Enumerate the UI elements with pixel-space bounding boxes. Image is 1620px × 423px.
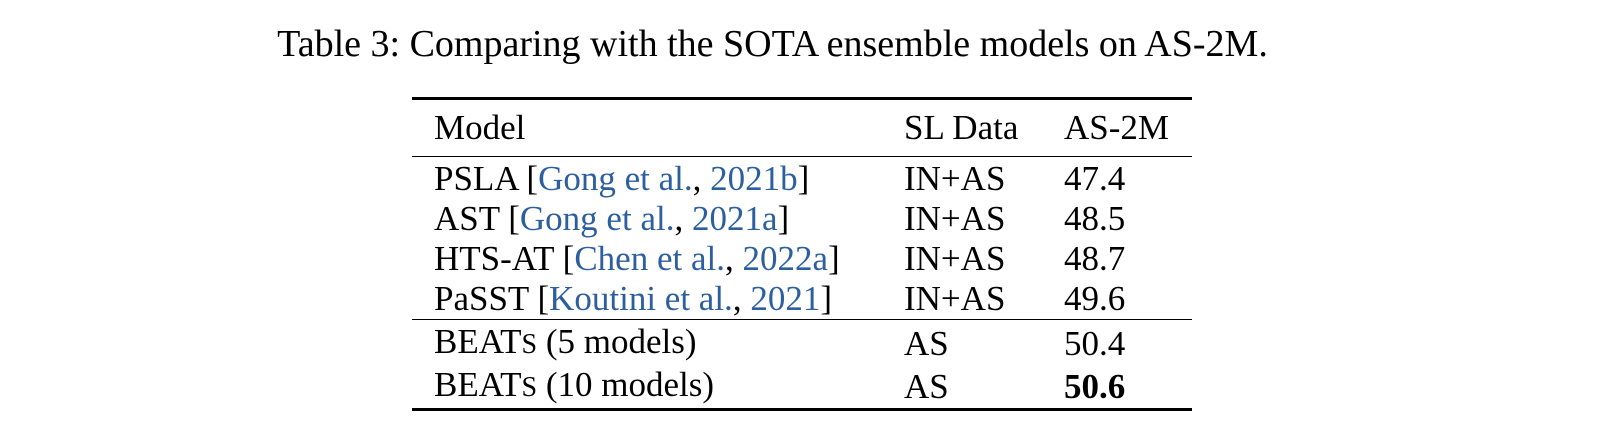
model-name: HTS-AT [434,239,554,278]
model-name-smallcaps: S [521,329,538,360]
model-name-main: BEAT [434,322,522,361]
sl-data-cell: IN+AS [904,239,1006,278]
citation-year-link[interactable]: 2021a [691,199,778,238]
model-suffix: (5 models) [537,322,697,361]
model-name: AST [434,199,500,238]
comparison-table: Model SL Data AS-2M PSLA [Gong et al., 2… [412,97,1192,411]
citation-separator: , [692,159,711,198]
citation-separator: , [724,239,743,278]
model-suffix: (10 models) [537,365,714,404]
sl-data-cell: IN+AS [904,199,1006,238]
sl-data-cell: AS [904,366,949,406]
citation-year-link[interactable]: 2021 [750,279,821,318]
citation-author-link[interactable]: Gong et al. [519,199,675,238]
as2m-cell: 48.7 [1064,239,1126,278]
citation-author-link[interactable]: Chen et al. [574,239,725,278]
model-cell: PSLA [Gong et al., 2021b] [412,157,904,200]
table-row-beats-5: BEATS (5 models) AS 50.4 [412,320,1192,366]
citation-close: ] [828,239,840,278]
table-caption: Table 3: Comparing with the SOTA ensembl… [277,23,1268,65]
table-row-beats-10: BEATS (10 models) AS 50.6 [412,365,1192,410]
citation-open: [ [537,279,550,318]
table-row-psla: PSLA [Gong et al., 2021b] IN+AS 47.4 [412,157,1192,200]
model-name-smallcaps: S [521,372,538,403]
citation-separator: , [674,199,692,238]
model-cell: AST [Gong et al., 2021a] [412,199,904,239]
citation-year-link[interactable]: 2021b [710,159,798,198]
model-cell: BEATS (10 models) [412,365,904,410]
header-sl-data: SL Data [904,108,1019,147]
sl-data-cell: IN+AS [904,279,1006,318]
table-header-row: Model SL Data AS-2M [412,98,1192,157]
citation-close: ] [797,159,810,198]
citation-close: ] [820,279,832,318]
as2m-cell: 48.5 [1064,199,1126,238]
header-as2m: AS-2M [1064,108,1170,147]
header-model: Model [434,108,526,147]
as2m-cell: 49.6 [1064,279,1126,318]
citation-close: ] [777,199,790,238]
sl-data-cell: IN+AS [904,159,1006,198]
as2m-cell: 50.4 [1064,323,1126,363]
citation-open: [ [526,159,539,198]
sl-data-cell: AS [904,323,949,363]
table-row-hts-at: HTS-AT [Chen et al., 2022a] IN+AS 48.7 [412,239,1192,279]
citation-open: [ [562,239,575,278]
model-cell: HTS-AT [Chen et al., 2022a] [412,239,904,279]
citation-year-link[interactable]: 2022a [742,239,829,278]
model-cell: BEATS (5 models) [412,320,904,366]
model-name: PaSST [434,279,529,318]
comparison-table-container: Model SL Data AS-2M PSLA [Gong et al., 2… [412,97,1192,411]
as2m-cell-best: 50.6 [1064,366,1126,406]
table-row-passt: PaSST [Koutini et al., 2021] IN+AS 49.6 [412,279,1192,320]
citation-separator: , [732,279,751,318]
model-name-main: BEAT [434,365,522,404]
model-cell: PaSST [Koutini et al., 2021] [412,279,904,320]
citation-author-link[interactable]: Koutini et al. [549,279,733,318]
model-name: PSLA [434,159,518,198]
citation-author-link[interactable]: Gong et al. [538,159,693,198]
table-row-ast: AST [Gong et al., 2021a] IN+AS 48.5 [412,199,1192,239]
citation-open: [ [508,199,520,238]
as2m-cell: 47.4 [1064,159,1126,198]
